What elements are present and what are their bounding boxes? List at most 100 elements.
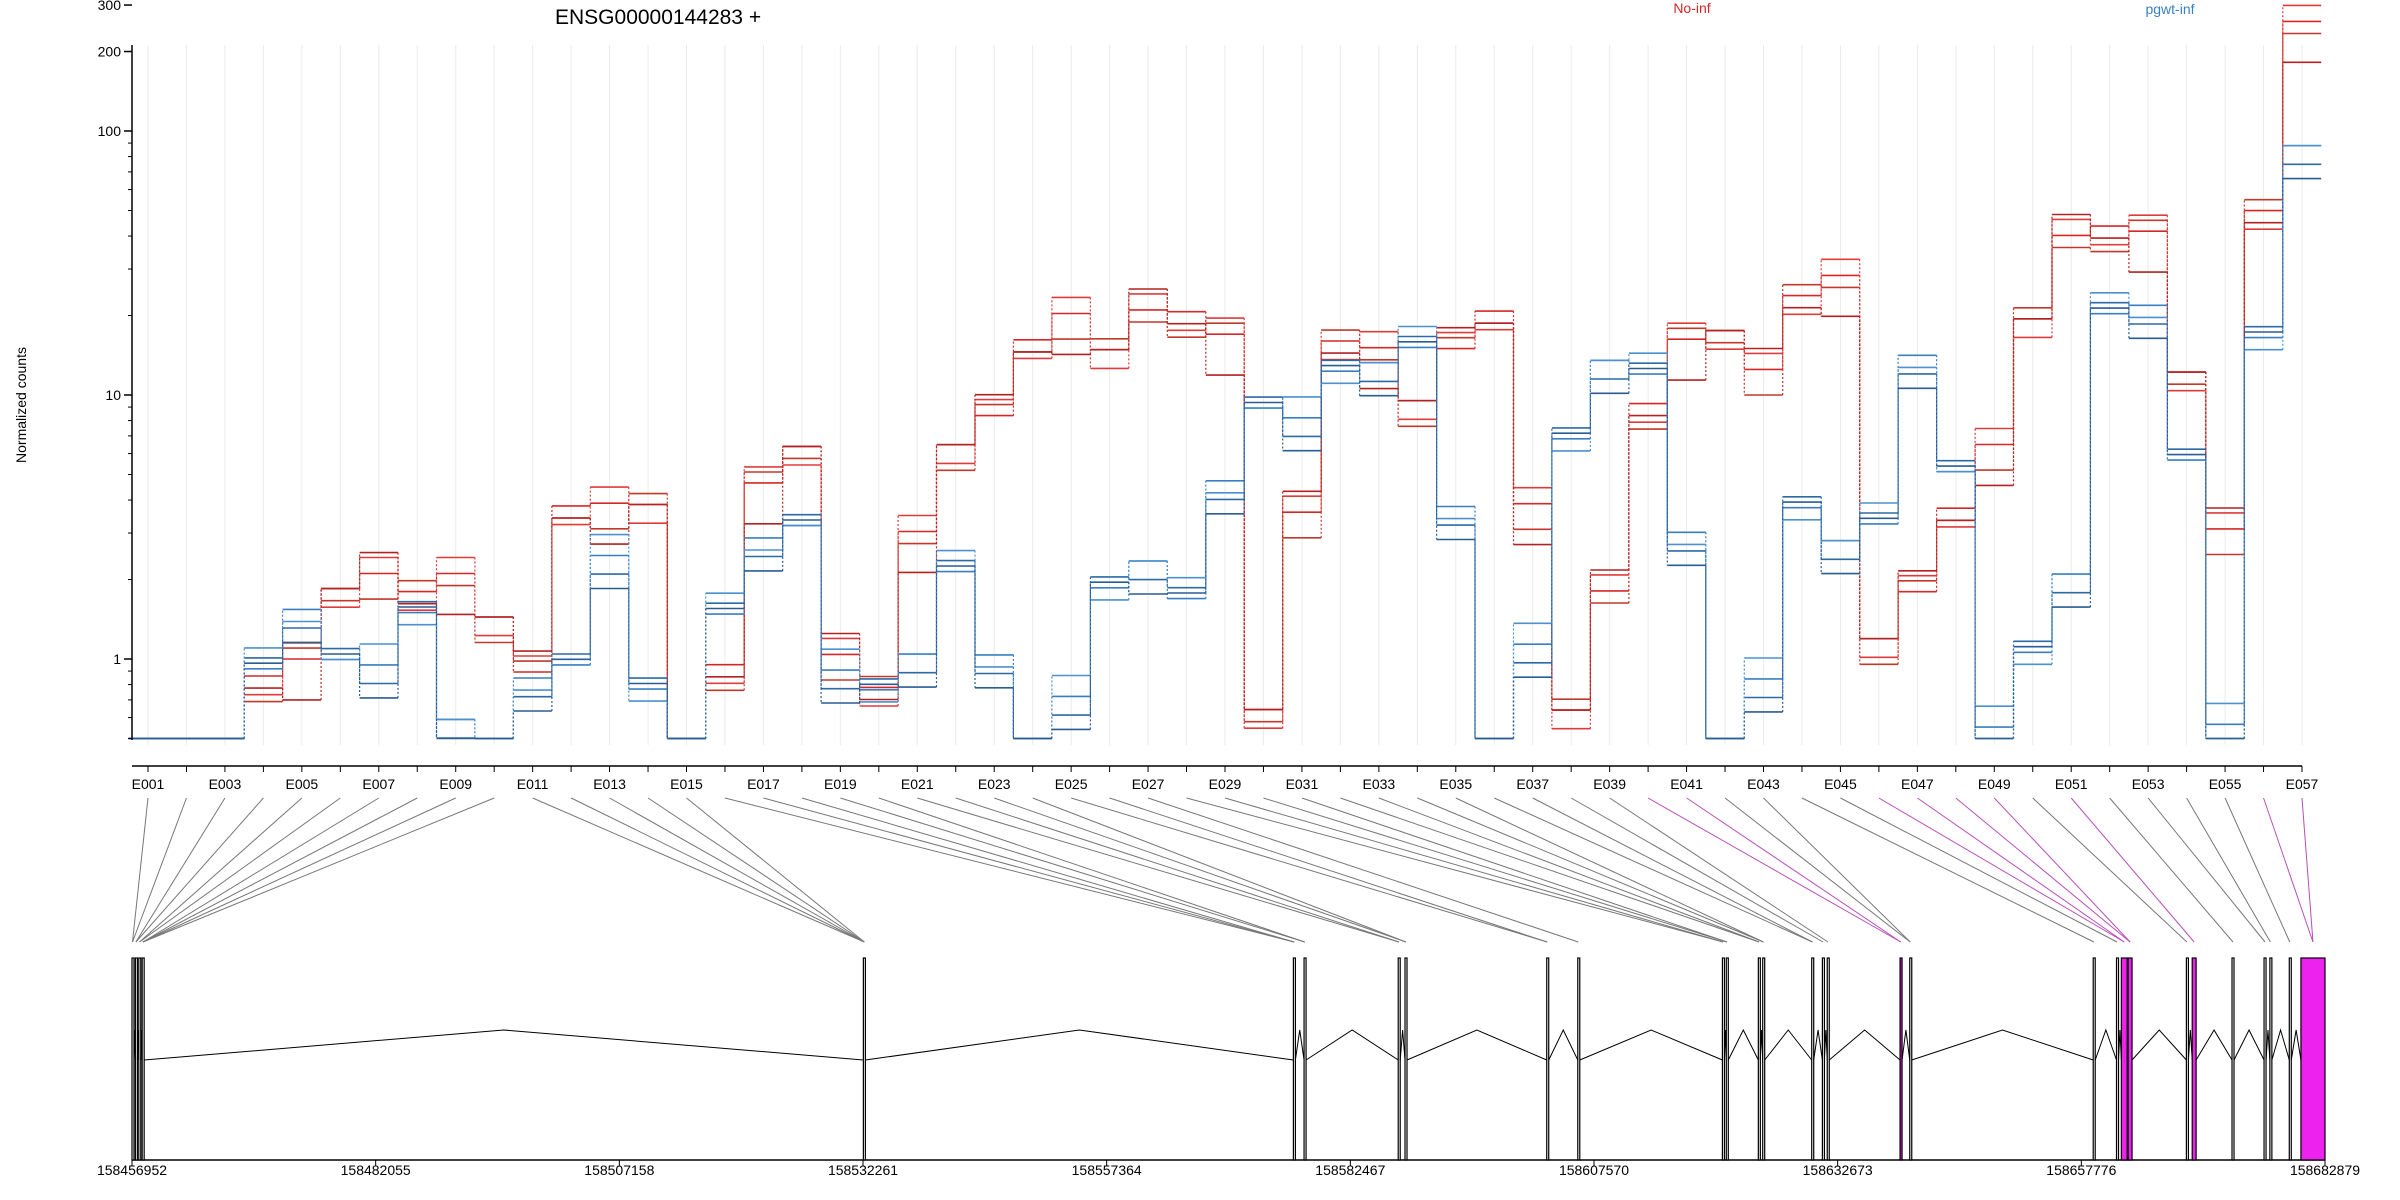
exon-label: E029 xyxy=(1209,776,1242,792)
exon-connector xyxy=(1070,797,1548,943)
exon-connector xyxy=(1763,797,1911,943)
exon-label: E019 xyxy=(824,776,857,792)
exon-connector xyxy=(142,797,380,943)
exon-connector xyxy=(1878,797,2125,943)
gene-model: 158456952 158482055 158507158 158532261 1585… xyxy=(97,957,2360,1178)
exon-connector xyxy=(1301,797,1728,943)
intron-line xyxy=(1901,1029,1911,1061)
series-sample-connector xyxy=(243,178,2284,739)
exon-connector-lines xyxy=(131,797,2314,943)
y-axis: 1 10 100 200 300 xyxy=(98,0,133,740)
exon-label: E047 xyxy=(1901,776,1934,792)
exon-label: E031 xyxy=(1286,776,1319,792)
legend-no-inf: No-inf xyxy=(1673,0,1710,16)
exon-connector xyxy=(994,797,1407,943)
exon-label: E001 xyxy=(132,776,165,792)
exon-label: E015 xyxy=(670,776,703,792)
exon-box xyxy=(862,957,866,1161)
exon-label: E053 xyxy=(2132,776,2165,792)
intron-line xyxy=(2265,1029,2271,1061)
exon-connector xyxy=(2109,797,2234,943)
genomic-tick-label: 158456952 xyxy=(97,1162,167,1178)
pgwt-inf-series xyxy=(128,144,2322,740)
exon-box xyxy=(1826,957,1830,1161)
exon-connector xyxy=(2032,797,2188,943)
exon-connector xyxy=(1686,797,1902,943)
exon-connector xyxy=(1724,797,1911,943)
exon-connector xyxy=(686,797,865,943)
intron-line xyxy=(1399,1029,1406,1061)
exon-box xyxy=(1303,957,1307,1161)
exon-label: E025 xyxy=(1055,776,1088,792)
intron-line xyxy=(1764,1029,1813,1061)
exon-connector xyxy=(1455,797,1764,943)
exon-box xyxy=(2120,957,2128,1161)
genomic-tick-label: 158632673 xyxy=(1803,1162,1873,1178)
exon-label: E037 xyxy=(1516,776,1549,792)
exon-box xyxy=(1404,957,1408,1161)
intron-line xyxy=(2233,1028,2265,1061)
exon-box xyxy=(2231,957,2235,1161)
exon-connector xyxy=(1917,797,2125,943)
exon-connector xyxy=(2301,797,2314,943)
exon-connector xyxy=(1417,797,1764,943)
exon-box xyxy=(141,957,145,1161)
legend-pgwt-inf: pgwt-inf xyxy=(2145,1,2194,17)
exon-label: E005 xyxy=(286,776,319,792)
genomic-tick-label: 158557364 xyxy=(1072,1162,1142,1178)
exon-connector xyxy=(135,797,264,943)
series-sample-line xyxy=(128,177,2322,740)
intron-line xyxy=(865,1029,1294,1061)
exon-label: E055 xyxy=(2209,776,2242,792)
exon-connector xyxy=(2224,797,2291,943)
exon-box xyxy=(2269,957,2273,1161)
exon-connector xyxy=(2186,797,2271,943)
exon-label: E009 xyxy=(439,776,472,792)
exon-box xyxy=(2127,957,2133,1161)
intron-line xyxy=(144,1029,864,1061)
exon-connector xyxy=(139,797,303,943)
y-tick-label: 10 xyxy=(105,387,121,403)
exon-label: E035 xyxy=(1439,776,1472,792)
intron-line xyxy=(1828,1029,1901,1061)
exon-box xyxy=(1909,957,1913,1161)
exon-connector xyxy=(1840,797,2118,943)
exon-connector xyxy=(1186,797,1724,943)
exon-connector xyxy=(801,797,1295,943)
exon-connector xyxy=(135,797,226,943)
intron-line xyxy=(1727,1028,1759,1061)
y-tick-label: 300 xyxy=(98,0,122,13)
exon-connector xyxy=(132,797,187,943)
exon-label: E017 xyxy=(747,776,780,792)
exon-label: E003 xyxy=(209,776,242,792)
exon-connector xyxy=(647,797,865,943)
exon-connector xyxy=(1993,797,2131,943)
exon-label: E011 xyxy=(517,776,549,792)
genomic-tick-label: 158607570 xyxy=(1559,1162,1629,1178)
exon-box xyxy=(2300,957,2326,1161)
exon-connector xyxy=(1609,797,1829,943)
genomic-tick-label: 158682879 xyxy=(2290,1162,2360,1178)
exon-box xyxy=(2092,957,2096,1161)
exon-connector xyxy=(142,797,418,943)
exon-connector xyxy=(1340,797,1760,943)
exon-connector xyxy=(139,797,341,943)
exon-connector xyxy=(1494,797,1813,943)
exon-connector xyxy=(1532,797,1813,943)
exon-label: E027 xyxy=(1132,776,1165,792)
exon-connector xyxy=(2070,797,2195,943)
intron-line xyxy=(2131,1029,2187,1061)
exon-connector xyxy=(1570,797,1824,943)
exon-connector xyxy=(878,797,1305,943)
exon-connector xyxy=(1955,797,2131,943)
series-sample-connector xyxy=(243,5,2284,739)
exon-label: E039 xyxy=(1593,776,1626,792)
intron-line xyxy=(2290,1029,2302,1061)
exon-label: E013 xyxy=(593,776,626,792)
genomic-tick-label: 158582467 xyxy=(1315,1162,1385,1178)
series-sample-connector xyxy=(243,145,2284,739)
intron-line xyxy=(1294,1029,1305,1061)
exon-box xyxy=(1762,957,1766,1161)
exon-connector xyxy=(1801,797,2095,943)
